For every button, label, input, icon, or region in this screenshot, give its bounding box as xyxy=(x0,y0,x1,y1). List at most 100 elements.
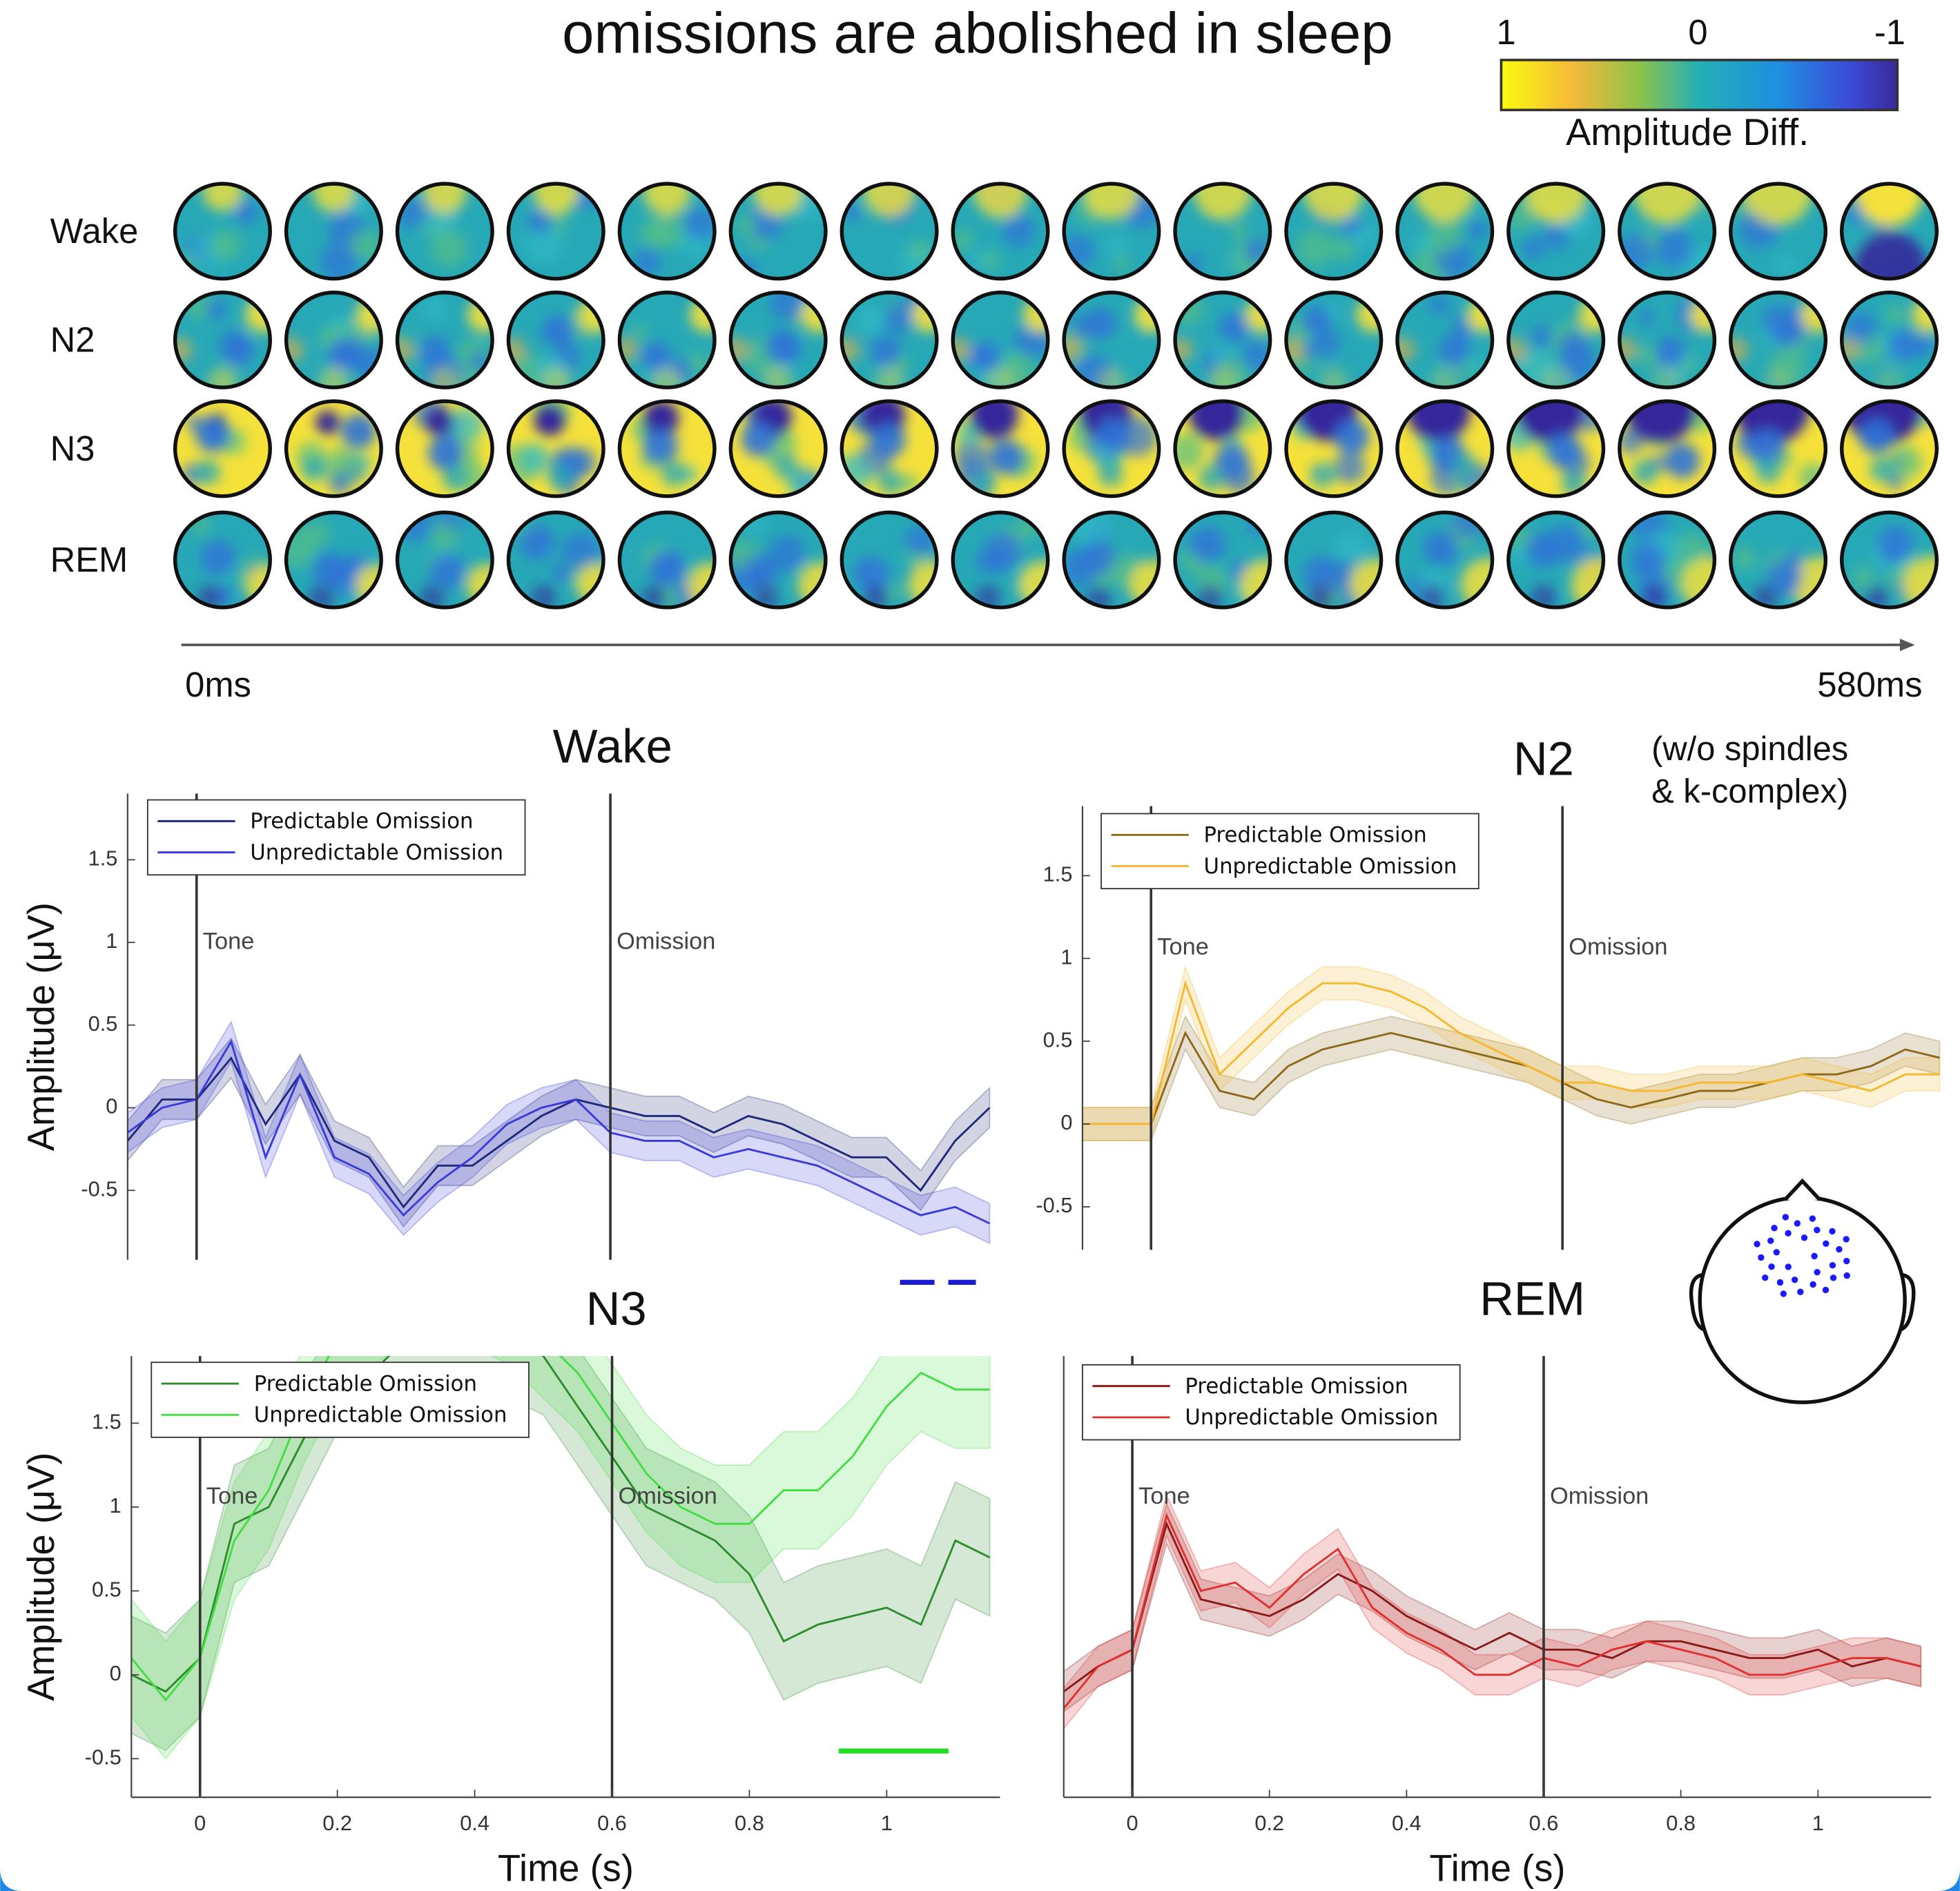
topo-blob xyxy=(1310,463,1335,487)
topo-blob xyxy=(429,554,465,589)
topo-blob xyxy=(1763,367,1793,397)
legend-label: Unpredictable Omission xyxy=(250,840,503,865)
title: omissions are abolished in sleep xyxy=(562,1,1393,65)
topomap xyxy=(1723,290,1836,398)
topo-blob xyxy=(1874,367,1904,397)
legend: Predictable OmissionUnpredictable Omissi… xyxy=(1083,1365,1460,1440)
x-tick-label: 0.4 xyxy=(460,1811,489,1835)
topo-blob xyxy=(1334,452,1366,483)
x-tick-label: 0.8 xyxy=(735,1811,764,1835)
corner xyxy=(0,1868,23,1891)
x-axis-label: Time (s) xyxy=(498,1847,634,1889)
x-tick-label: 0.6 xyxy=(1529,1811,1559,1835)
plot-area xyxy=(1064,1495,1921,1729)
topomap xyxy=(168,290,280,398)
colorbar-label: Amplitude Diff. xyxy=(1566,111,1809,153)
topo-blob xyxy=(1531,326,1554,349)
topo-blob xyxy=(1098,461,1123,486)
x-tick-label: 0.6 xyxy=(597,1811,627,1835)
topo-blob xyxy=(534,404,565,436)
plot-area xyxy=(1083,967,1940,1141)
plot-area xyxy=(131,1230,989,1758)
topo-blob xyxy=(319,367,349,397)
topomap xyxy=(277,510,397,610)
chart-title: N2 xyxy=(1513,732,1574,785)
electrode xyxy=(1814,1227,1820,1233)
topo-blob xyxy=(871,423,906,458)
colorbar-tick: 1 xyxy=(1497,12,1516,52)
legend-label: Predictable Omission xyxy=(1185,1374,1408,1399)
topomap xyxy=(945,290,1058,398)
topo-blob xyxy=(1681,356,1697,372)
topo-blob xyxy=(208,367,237,397)
topo-blob xyxy=(313,552,348,588)
legend: Predictable OmissionUnpredictable Omissi… xyxy=(1101,814,1479,889)
event-label: Tone xyxy=(1138,1483,1190,1509)
legend-label: Unpredictable Omission xyxy=(1204,854,1457,879)
topomap xyxy=(617,398,717,498)
topo-blob xyxy=(1522,237,1544,259)
topo-blob xyxy=(224,336,253,365)
x-tick-label: 0.4 xyxy=(1392,1811,1422,1835)
topo-blob xyxy=(533,168,579,215)
topo-blob xyxy=(1774,318,1803,347)
event-label: Omission xyxy=(619,1483,717,1509)
topo-blob xyxy=(520,525,555,561)
event-label: Omission xyxy=(1569,933,1667,960)
topomap xyxy=(1834,290,1947,398)
topo-blob xyxy=(302,456,327,481)
topo-blob xyxy=(1207,367,1237,397)
topo-blob xyxy=(201,541,236,576)
x-tick-label: 1 xyxy=(881,1811,893,1835)
topo-blob xyxy=(1002,214,1035,246)
electrode xyxy=(1771,1225,1777,1231)
topo-blob xyxy=(1080,541,1116,576)
topo-blob xyxy=(1439,334,1469,364)
topo-blob xyxy=(431,230,468,267)
row-label: Wake xyxy=(50,211,139,251)
topo-blob xyxy=(1451,506,1484,539)
topo-blob xyxy=(770,333,800,363)
topo-blob xyxy=(1302,307,1332,336)
electrode xyxy=(1768,1263,1774,1270)
topo-blob xyxy=(863,165,915,217)
topo-blob xyxy=(1859,164,1919,224)
time-start: 0ms xyxy=(185,665,251,704)
topo-blob xyxy=(1468,220,1488,240)
topo-blob xyxy=(1541,367,1571,397)
topo-blob xyxy=(195,417,231,452)
electrode xyxy=(1794,1220,1801,1226)
topo-blob xyxy=(1428,218,1462,253)
topo-blob xyxy=(552,563,572,583)
topo-blob xyxy=(1114,255,1129,271)
row-label: N3 xyxy=(50,429,95,468)
topo-blob xyxy=(643,167,691,215)
x-axis-label: Time (s) xyxy=(1429,1847,1565,1889)
electrode xyxy=(1844,1272,1850,1279)
event-label: Omission xyxy=(1550,1483,1649,1509)
y-tick-label: -0.5 xyxy=(81,1176,117,1201)
electrode xyxy=(1843,1236,1849,1242)
electrode xyxy=(1830,1274,1836,1281)
topo-blob xyxy=(1430,367,1459,397)
time-end: 580ms xyxy=(1817,665,1922,704)
x-tick-label: 1 xyxy=(1812,1811,1824,1835)
electrode xyxy=(1777,1279,1783,1286)
topo-blob xyxy=(1231,223,1247,239)
topo-blob xyxy=(1331,237,1355,260)
topo-blob xyxy=(521,444,550,473)
topo-blob xyxy=(1190,527,1225,563)
topo-blob xyxy=(316,411,340,435)
electrode xyxy=(1836,1246,1842,1252)
row-label: N2 xyxy=(50,320,95,359)
topo-blob xyxy=(1430,295,1449,315)
topo-blob xyxy=(1335,531,1367,563)
topo-blob xyxy=(1083,163,1139,219)
topo-blob xyxy=(855,304,886,334)
topo-blob xyxy=(277,529,316,568)
electrode xyxy=(1801,1234,1807,1241)
topomap xyxy=(390,290,503,398)
topo-blob xyxy=(1096,417,1132,452)
topo-blob xyxy=(544,315,574,345)
electrode xyxy=(1809,1281,1816,1288)
